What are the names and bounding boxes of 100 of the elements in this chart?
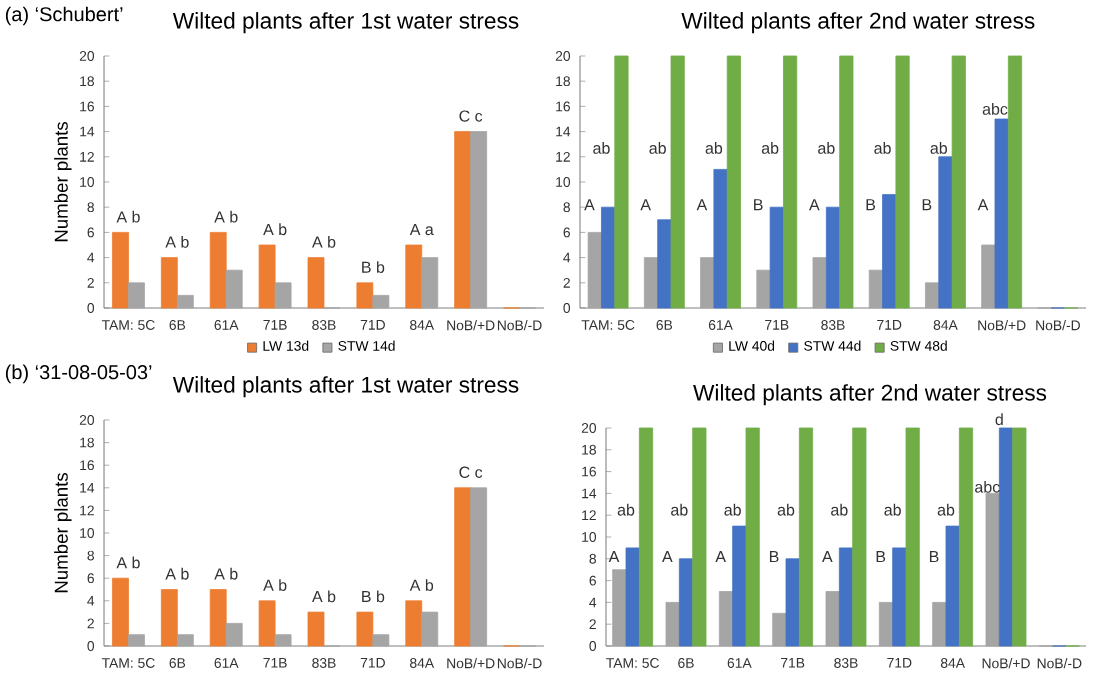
annotation: A b bbox=[214, 211, 238, 223]
annotation: B bbox=[929, 551, 939, 563]
bar bbox=[274, 282, 292, 309]
annotation: ab bbox=[930, 142, 948, 155]
annotation: B b bbox=[362, 261, 385, 274]
bar bbox=[470, 131, 488, 309]
bar bbox=[614, 56, 629, 309]
bar bbox=[643, 257, 659, 309]
bar bbox=[998, 428, 1014, 647]
bar bbox=[160, 257, 178, 309]
bar bbox=[769, 207, 784, 309]
annotation: A b bbox=[312, 236, 336, 249]
bar bbox=[839, 56, 854, 309]
bar bbox=[726, 56, 741, 309]
bar bbox=[958, 428, 974, 647]
bar bbox=[112, 578, 129, 647]
bar bbox=[209, 589, 227, 647]
bar bbox=[470, 487, 488, 647]
bar bbox=[1012, 428, 1027, 647]
annotation: A bbox=[715, 551, 726, 563]
bar bbox=[945, 526, 960, 647]
bar bbox=[882, 194, 897, 309]
bar bbox=[665, 602, 680, 647]
annotation: A b bbox=[409, 579, 434, 592]
bar bbox=[994, 119, 1009, 309]
bar bbox=[112, 232, 129, 309]
bar bbox=[638, 428, 654, 647]
bar bbox=[372, 634, 390, 647]
chart-title: Wilted plants after 1st water stress bbox=[172, 376, 519, 398]
annotation: A b bbox=[165, 236, 189, 249]
bar bbox=[925, 282, 940, 309]
bar bbox=[657, 219, 672, 309]
annotation: ab bbox=[818, 142, 835, 155]
bar bbox=[421, 257, 439, 309]
bar bbox=[700, 257, 715, 309]
bar bbox=[307, 257, 325, 309]
annotation: A b bbox=[116, 211, 140, 223]
bar bbox=[601, 207, 616, 309]
annotation: ab bbox=[831, 504, 848, 517]
annotation: A b bbox=[312, 590, 336, 603]
bar bbox=[798, 428, 814, 647]
bar bbox=[783, 56, 798, 309]
bar bbox=[985, 493, 1000, 647]
bar bbox=[128, 634, 145, 647]
bar bbox=[825, 591, 840, 647]
bar bbox=[176, 295, 194, 309]
annotation: A b bbox=[165, 568, 189, 581]
bar bbox=[932, 602, 947, 647]
bar bbox=[612, 569, 627, 647]
bar bbox=[713, 169, 728, 309]
bar bbox=[225, 270, 243, 309]
bar bbox=[732, 526, 747, 647]
annotation: A b bbox=[214, 568, 238, 581]
annotation: A b bbox=[116, 556, 140, 569]
bar bbox=[258, 600, 276, 647]
bar bbox=[421, 612, 439, 647]
bar bbox=[209, 232, 227, 309]
annotation: C c bbox=[459, 467, 483, 479]
bar bbox=[785, 558, 800, 647]
bar bbox=[176, 634, 194, 647]
bar bbox=[756, 270, 771, 309]
annotation: A b bbox=[263, 579, 287, 592]
bar bbox=[454, 131, 472, 309]
bar bbox=[905, 428, 920, 647]
bar bbox=[938, 156, 953, 309]
bar bbox=[745, 428, 760, 647]
bar bbox=[812, 257, 827, 309]
annotation: ab bbox=[724, 504, 741, 517]
annotation: A bbox=[608, 551, 620, 563]
bar bbox=[454, 487, 472, 647]
bar bbox=[772, 613, 787, 647]
bar bbox=[356, 612, 374, 647]
y-axis-title: Number plants bbox=[54, 122, 72, 242]
bar bbox=[718, 591, 734, 647]
bar bbox=[692, 428, 707, 647]
bar bbox=[825, 207, 841, 309]
bar bbox=[160, 589, 178, 647]
annotation: B bbox=[876, 551, 886, 563]
annotation: B bbox=[866, 199, 876, 211]
annotation: ab bbox=[705, 142, 723, 155]
annotation: A bbox=[809, 199, 820, 211]
annotation: ab bbox=[777, 504, 795, 517]
bar bbox=[356, 282, 374, 309]
annotation: ab bbox=[671, 504, 688, 517]
annotation: B bbox=[769, 551, 779, 563]
annotation: A b bbox=[263, 223, 287, 236]
annotation: C c bbox=[459, 110, 483, 123]
annotation: B bbox=[922, 199, 932, 211]
annotation: ab bbox=[649, 142, 666, 155]
annotation: A bbox=[822, 551, 833, 563]
bar bbox=[678, 558, 694, 647]
text: (b) ‘31-08-05-03’ bbox=[5, 365, 152, 384]
bar bbox=[405, 245, 423, 309]
annotation: B bbox=[754, 199, 763, 211]
bar bbox=[274, 634, 292, 647]
bar bbox=[878, 602, 894, 647]
annotation: B b bbox=[362, 590, 385, 603]
chart-title: Wilted plants after 2nd water stress bbox=[681, 12, 1035, 34]
annotation: ab bbox=[884, 504, 901, 517]
annotation: ab bbox=[593, 142, 610, 155]
